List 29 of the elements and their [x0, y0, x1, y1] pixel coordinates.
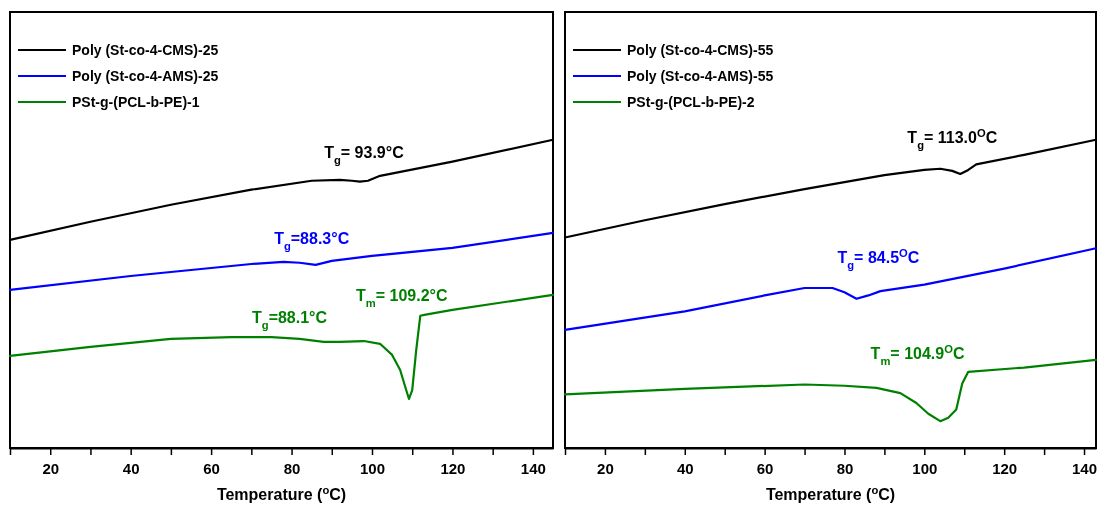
x-tick-label: 120: [992, 459, 1018, 477]
x-tick-label: 60: [203, 459, 220, 477]
x-tick-label: 60: [756, 459, 774, 477]
x-tick-label: 100: [912, 459, 938, 477]
x-axis-title: Temperature ($^{o}$C): [765, 484, 896, 503]
legend-label: Poly (St-co-4-CMS)-55: [627, 42, 774, 58]
x-tick-label: 100: [359, 459, 386, 477]
legend-label: Poly (St-co-4-CMS)-25: [72, 42, 219, 58]
x-tick-label: 120: [440, 459, 466, 477]
x-tick-label: 40: [676, 459, 694, 477]
annotation: T$_{g}$= 113.0$^{O}$C: [907, 126, 998, 151]
legend-label: Poly (St-co-4-AMS)-25: [72, 68, 219, 84]
annotation: T$_{g}$=88.3°C: [274, 229, 350, 252]
x-tick-label: 20: [597, 459, 614, 477]
annotation: T$_{m}$= 104.9$^{O}$C: [870, 342, 965, 367]
x-tick-label: 80: [283, 459, 301, 477]
annotation: T$_{g}$=88.1°C: [252, 308, 328, 331]
x-tick-label: 40: [122, 459, 140, 477]
x-tick-label: 140: [1072, 459, 1098, 477]
x-tick-label: 80: [836, 459, 854, 477]
x-tick-label: 20: [42, 459, 60, 477]
annotation: T$_{m}$= 109.2°C: [356, 286, 448, 309]
x-axis-title: Temperature ($^{o}$C): [216, 484, 347, 503]
legend-label: PSt-g-(PCL-b-PE)-2: [627, 94, 755, 110]
legend-label: Poly (St-co-4-AMS)-55: [627, 68, 774, 84]
annotation: T$_{g}$= 93.9°C: [324, 144, 405, 167]
x-tick-label: 140: [520, 459, 546, 477]
legend-label: PSt-g-(PCL-b-PE)-1: [72, 94, 200, 110]
annotation: T$_{g}$= 84.5$^{O}$C: [837, 247, 920, 272]
